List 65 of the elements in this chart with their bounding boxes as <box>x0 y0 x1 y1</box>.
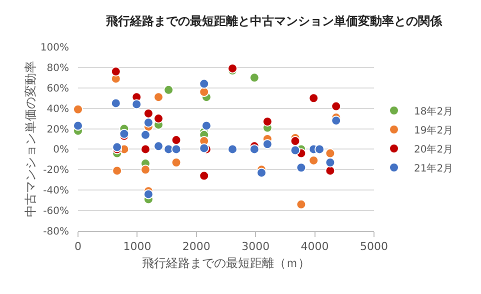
legend-label: 21年2月 <box>414 162 454 174</box>
point <box>110 66 121 77</box>
point <box>290 145 300 156</box>
point <box>201 120 212 131</box>
point <box>325 166 336 176</box>
point <box>308 93 319 104</box>
point <box>256 168 267 178</box>
point <box>296 199 306 210</box>
x-tick-label: 4000 <box>300 240 329 254</box>
point <box>296 162 306 173</box>
point <box>143 189 154 200</box>
point <box>199 86 210 97</box>
point <box>199 170 210 181</box>
point <box>154 114 164 124</box>
point <box>228 63 238 74</box>
x-tick-label: 3000 <box>242 240 270 254</box>
point <box>73 120 83 131</box>
y-axis-title: 中古マンション単価の変動率 <box>24 61 38 217</box>
point <box>199 78 210 89</box>
y-tick-label: -60% <box>43 206 69 218</box>
y-tick-label: -20% <box>43 165 69 176</box>
y-tick-label: 100% <box>40 42 69 54</box>
point <box>308 155 319 166</box>
point <box>331 101 342 112</box>
point <box>112 166 122 176</box>
point <box>110 98 121 108</box>
x-tick-label: 5000 <box>360 240 388 254</box>
point <box>325 158 336 168</box>
point <box>143 118 154 128</box>
y-tick-label: 40% <box>46 104 69 115</box>
point <box>140 164 150 175</box>
point <box>171 158 182 168</box>
point <box>73 104 83 114</box>
y-tick-label: -80% <box>43 226 69 238</box>
point <box>140 144 150 154</box>
point <box>171 135 182 146</box>
x-tick-label: 0 <box>74 240 82 254</box>
legend-label: 19年2月 <box>414 124 454 136</box>
legend-label: 20年2月 <box>414 143 454 156</box>
y-tick-label: 80% <box>46 62 69 74</box>
x-tick-label: 1000 <box>123 240 152 254</box>
x-axis-title: 飛行経路までの最短距離（ｍ） <box>142 256 310 270</box>
y-tick-label: 60% <box>46 83 69 94</box>
point <box>290 136 300 146</box>
point <box>249 72 260 83</box>
point <box>164 84 174 95</box>
point <box>228 144 238 154</box>
point <box>143 108 154 118</box>
point <box>262 116 272 127</box>
x-tick-label: 2000 <box>182 240 210 254</box>
point <box>325 148 336 158</box>
point <box>262 139 272 150</box>
y-tick-label: 20% <box>46 124 69 136</box>
point <box>154 92 164 102</box>
point <box>140 130 150 140</box>
y-tick-label: -40% <box>43 186 69 197</box>
point <box>154 141 164 152</box>
point <box>331 116 342 126</box>
point <box>132 99 142 110</box>
point <box>314 144 325 154</box>
y-tick-label: 0% <box>53 144 69 156</box>
legend-label: 18年2月 <box>414 105 454 118</box>
chart-title: 飛行経路までの最短距離と中古マンション単価変動率との関係 <box>105 14 444 28</box>
point <box>249 144 260 154</box>
point <box>171 144 182 154</box>
